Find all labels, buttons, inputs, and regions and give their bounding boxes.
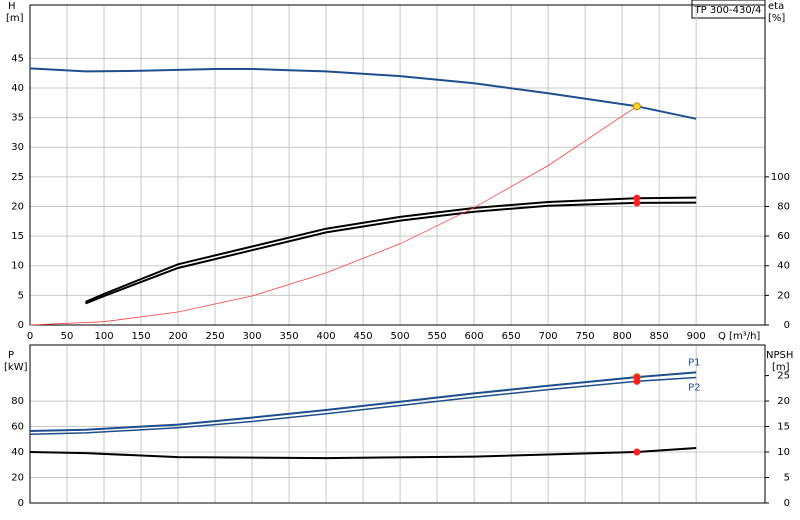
x-tick-label: 800 (613, 331, 632, 342)
y2-tick-label: 25 (777, 371, 790, 382)
duty-point (633, 377, 641, 385)
curve (85, 201, 697, 305)
x-tick-label: 550 (428, 331, 447, 342)
curve (85, 196, 697, 303)
y-tick-label: 80 (11, 396, 24, 407)
y2-tick-label: 10 (777, 447, 790, 458)
y2-tick-label: 60 (777, 231, 790, 242)
curve (29, 376, 697, 435)
y-tick-label: 60 (11, 422, 24, 433)
y2-label: NPSH (766, 350, 793, 361)
y2-tick-label: 20 (777, 396, 790, 407)
x-tick-label: 450 (354, 331, 373, 342)
x-tick-label: 650 (502, 331, 521, 342)
y-tick-label: 15 (11, 231, 24, 242)
duty-point (633, 448, 641, 456)
y-tick-label: 35 (11, 113, 24, 124)
y-tick-label: 0 (18, 320, 24, 331)
x-tick-label: 500 (391, 331, 410, 342)
y2-tick-label: 100 (771, 172, 790, 183)
x-tick-label: 0 (27, 331, 33, 342)
y-tick-label: 30 (11, 142, 24, 153)
x-tick-label: 700 (539, 331, 558, 342)
y-tick-label: 5 (18, 290, 24, 301)
y-tick-label: 40 (11, 447, 24, 458)
x-tick-label: 850 (650, 331, 669, 342)
x-tick-label: 200 (168, 331, 187, 342)
y-unit: [kW] (4, 362, 28, 373)
x-tick-label: 50 (61, 331, 74, 342)
legend-label: P1 (688, 357, 700, 368)
y2-unit: [m] (772, 362, 790, 373)
y-label: H (8, 1, 16, 12)
x-tick-label: 600 (465, 331, 484, 342)
y-tick-label: 20 (11, 473, 24, 484)
x-tick-label: 250 (205, 331, 224, 342)
y-unit: [m] (6, 13, 24, 24)
y-tick-label: 25 (11, 172, 24, 183)
x-tick-label: 150 (131, 331, 150, 342)
y-tick-label: 45 (11, 53, 24, 64)
y-tick-label: 0 (18, 498, 24, 509)
y2-tick-label: 80 (777, 201, 790, 212)
x-tick-label: 750 (576, 331, 595, 342)
chart-title: TP 300-430/4 (694, 5, 762, 16)
y2-unit: [%] (768, 13, 785, 24)
x-tick-label: 300 (243, 331, 262, 342)
y2-tick-label: 20 (777, 290, 790, 301)
y2-tick-label: 5 (784, 473, 790, 484)
x-tick-label: 350 (280, 331, 299, 342)
y2-tick-label: 0 (784, 498, 790, 509)
x-tick-label: 400 (317, 331, 336, 342)
plot-frame (29, 344, 766, 504)
y-tick-label: 10 (11, 261, 24, 272)
curve (29, 105, 638, 326)
y-label: P (8, 350, 14, 361)
x-tick-label: 100 (94, 331, 113, 342)
legend-label: P2 (688, 382, 700, 393)
y-tick-label: 40 (11, 83, 24, 94)
curve (29, 67, 697, 120)
y2-tick-label: 15 (777, 422, 790, 433)
y2-tick-label: 0 (784, 320, 790, 331)
curve (29, 371, 697, 432)
y2-label: eta (768, 1, 784, 12)
y2-tick-label: 40 (777, 261, 790, 272)
x-tick-label: 900 (687, 331, 706, 342)
duty-point (633, 199, 641, 207)
y-tick-label: 20 (11, 201, 24, 212)
plot-frame (29, 4, 766, 326)
duty-point (633, 102, 641, 111)
x-label: Q [m³/h] (718, 331, 760, 342)
